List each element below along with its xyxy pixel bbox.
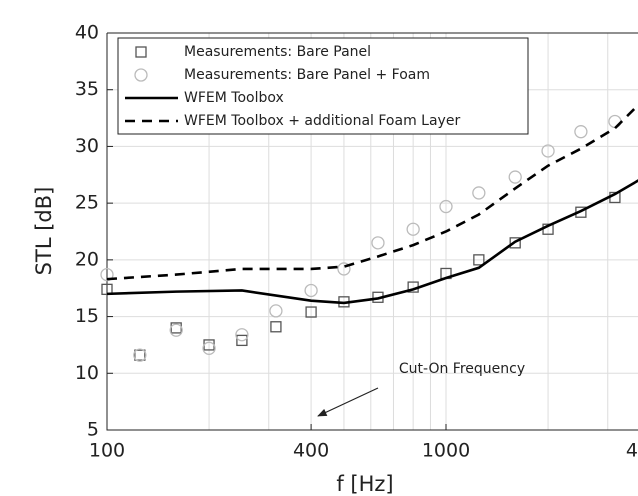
x-axis-label: f [Hz] bbox=[336, 472, 393, 496]
marker-circle bbox=[406, 222, 420, 236]
x-tick-label: 1000 bbox=[422, 440, 470, 462]
legend-items: Measurements: Bare Panel Measurements: Ba… bbox=[125, 44, 460, 129]
data bbox=[100, 103, 638, 362]
series-line bbox=[106, 179, 638, 305]
axes bbox=[106, 32, 638, 431]
marker-square bbox=[473, 254, 485, 266]
y-tick-label: 20 bbox=[75, 248, 99, 270]
y-tick-label: 5 bbox=[87, 419, 99, 441]
legend-label: WFEM Toolbox + additional Foam Layer bbox=[184, 113, 460, 129]
annotation-arrow bbox=[317, 387, 379, 417]
marker-circle bbox=[304, 283, 318, 298]
marker-circle bbox=[439, 199, 453, 214]
marker-square bbox=[101, 283, 113, 295]
legend-label: WFEM Toolbox bbox=[184, 90, 284, 106]
marker-circle bbox=[472, 186, 486, 200]
y-tick-label: 40 bbox=[75, 22, 99, 44]
x-tick-label: 100 bbox=[89, 440, 125, 462]
y-tick-label: 35 bbox=[75, 78, 99, 100]
y-tick-label: 30 bbox=[75, 135, 99, 157]
y-tick-label: 25 bbox=[75, 192, 99, 214]
y-tick-label: 10 bbox=[75, 362, 99, 384]
annotation: Cut-On Frequency bbox=[399, 361, 525, 377]
y-tick-label: 15 bbox=[75, 305, 99, 327]
marker-square bbox=[236, 334, 248, 347]
y-axis-label: STL [dB] bbox=[32, 187, 56, 276]
marker-square bbox=[509, 237, 521, 249]
marker-circle bbox=[202, 341, 216, 355]
marker-circle bbox=[541, 144, 555, 158]
marker-square bbox=[305, 306, 317, 318]
x-tick-label: 4000 bbox=[626, 440, 638, 462]
marker-circle bbox=[133, 348, 147, 362]
legend bbox=[117, 37, 529, 135]
marker-circle bbox=[235, 328, 249, 342]
marker-circle bbox=[574, 125, 588, 139]
marker-square bbox=[135, 46, 147, 58]
legend-label: Measurements: Bare Panel bbox=[184, 44, 371, 60]
series-line bbox=[106, 103, 638, 281]
marker-circle bbox=[169, 323, 183, 337]
legend-label: Measurements: Bare Panel + Foam bbox=[184, 67, 430, 83]
marker-circle bbox=[371, 236, 385, 250]
marker-square bbox=[270, 321, 282, 333]
marker-circle bbox=[337, 262, 351, 276]
x-tick-label: 400 bbox=[293, 440, 329, 462]
marker-circle bbox=[508, 170, 522, 184]
marker-circle bbox=[134, 68, 148, 82]
marker-square bbox=[134, 349, 146, 361]
marker-circle bbox=[269, 304, 283, 318]
marker-circle bbox=[100, 267, 114, 282]
